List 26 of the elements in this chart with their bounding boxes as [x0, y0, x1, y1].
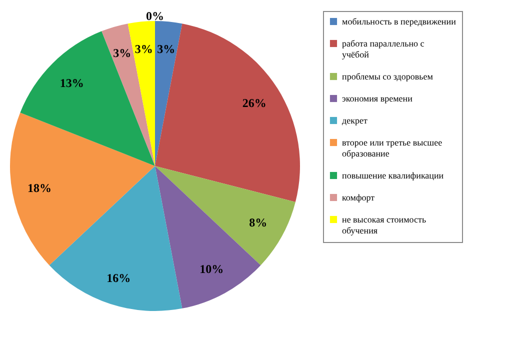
legend-label: не высокая стоимость обучения — [342, 214, 426, 236]
legend-label: проблемы со здоровьем — [342, 72, 434, 82]
data-label: 13% — [60, 76, 84, 90]
pie-slice — [155, 24, 300, 202]
data-label: 26% — [242, 96, 266, 110]
pie-slice — [155, 21, 182, 166]
data-label: 10% — [200, 262, 224, 276]
pie-slice — [155, 166, 296, 266]
legend-label: экономия времени — [342, 94, 413, 104]
data-label: 18% — [27, 181, 52, 196]
legend-label: мобильность в передвижении — [342, 16, 456, 26]
pie-slice — [49, 166, 182, 311]
legend-label: второе или третье высшее образование — [342, 138, 442, 158]
legend-label: комфорт — [342, 192, 375, 202]
text: 0% — [146, 9, 164, 23]
legend-label: декрет — [342, 116, 368, 126]
data-label: 8% — [249, 216, 268, 230]
legend-label: повышение квалификации — [342, 170, 444, 180]
data-label: 3% — [113, 46, 132, 60]
legend-label: работа параллельно с учёбой — [342, 38, 424, 60]
pie-slice — [102, 24, 155, 166]
data-label: 3% — [157, 42, 176, 56]
pie-slice — [20, 31, 155, 166]
pie-slice — [10, 112, 155, 266]
data-label: 16% — [106, 270, 131, 285]
data-label: 3% — [134, 42, 153, 56]
